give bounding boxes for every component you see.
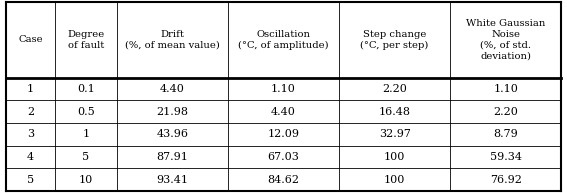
- Text: 87.91: 87.91: [156, 152, 188, 162]
- Text: Drift
(%, of mean value): Drift (%, of mean value): [125, 30, 220, 50]
- Text: 93.41: 93.41: [156, 175, 188, 185]
- Text: 4: 4: [27, 152, 34, 162]
- Text: 2.20: 2.20: [382, 84, 407, 94]
- Text: Step change
(°C, per step): Step change (°C, per step): [361, 30, 429, 50]
- Text: 32.97: 32.97: [379, 129, 411, 139]
- Text: 5: 5: [82, 152, 90, 162]
- Text: 100: 100: [384, 175, 405, 185]
- Text: 21.98: 21.98: [156, 107, 188, 117]
- Text: 12.09: 12.09: [268, 129, 299, 139]
- Text: 0.1: 0.1: [77, 84, 95, 94]
- Text: White Gaussian
Noise
(%, of std.
deviation): White Gaussian Noise (%, of std. deviati…: [466, 19, 545, 61]
- Text: 84.62: 84.62: [268, 175, 299, 185]
- Text: 1: 1: [27, 84, 34, 94]
- Text: 59.34: 59.34: [490, 152, 522, 162]
- Text: 2: 2: [27, 107, 34, 117]
- Text: 1.10: 1.10: [493, 84, 518, 94]
- Text: 3: 3: [27, 129, 34, 139]
- Text: Case: Case: [18, 35, 43, 44]
- Text: 67.03: 67.03: [268, 152, 299, 162]
- Text: 1.10: 1.10: [271, 84, 296, 94]
- Text: 76.92: 76.92: [490, 175, 522, 185]
- Text: Degree
of fault: Degree of fault: [67, 30, 104, 50]
- Text: 43.96: 43.96: [156, 129, 188, 139]
- Text: 1: 1: [82, 129, 90, 139]
- Text: 16.48: 16.48: [379, 107, 411, 117]
- Text: 4.40: 4.40: [160, 84, 185, 94]
- Text: 0.5: 0.5: [77, 107, 95, 117]
- Text: 2.20: 2.20: [493, 107, 518, 117]
- Text: 10: 10: [79, 175, 93, 185]
- Text: 4.40: 4.40: [271, 107, 296, 117]
- Text: 8.79: 8.79: [493, 129, 518, 139]
- Text: 100: 100: [384, 152, 405, 162]
- Text: 5: 5: [27, 175, 34, 185]
- Text: Oscillation
(°C, of amplitude): Oscillation (°C, of amplitude): [238, 30, 329, 50]
